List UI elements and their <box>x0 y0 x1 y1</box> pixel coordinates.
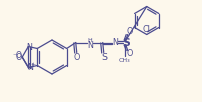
Text: H: H <box>87 38 92 43</box>
Text: O: O <box>73 53 80 62</box>
Text: N: N <box>86 40 92 49</box>
Text: O: O <box>16 53 22 62</box>
Text: Cl: Cl <box>142 25 150 34</box>
Text: CH₃: CH₃ <box>118 58 130 63</box>
Text: ⁻O: ⁻O <box>12 50 22 59</box>
Text: N: N <box>26 43 32 52</box>
Text: O: O <box>126 49 132 58</box>
Text: S: S <box>101 53 107 62</box>
Text: +: + <box>31 62 36 67</box>
Text: N: N <box>111 38 117 47</box>
Text: N: N <box>27 63 33 72</box>
Text: S: S <box>122 38 129 48</box>
Text: O: O <box>126 27 132 36</box>
